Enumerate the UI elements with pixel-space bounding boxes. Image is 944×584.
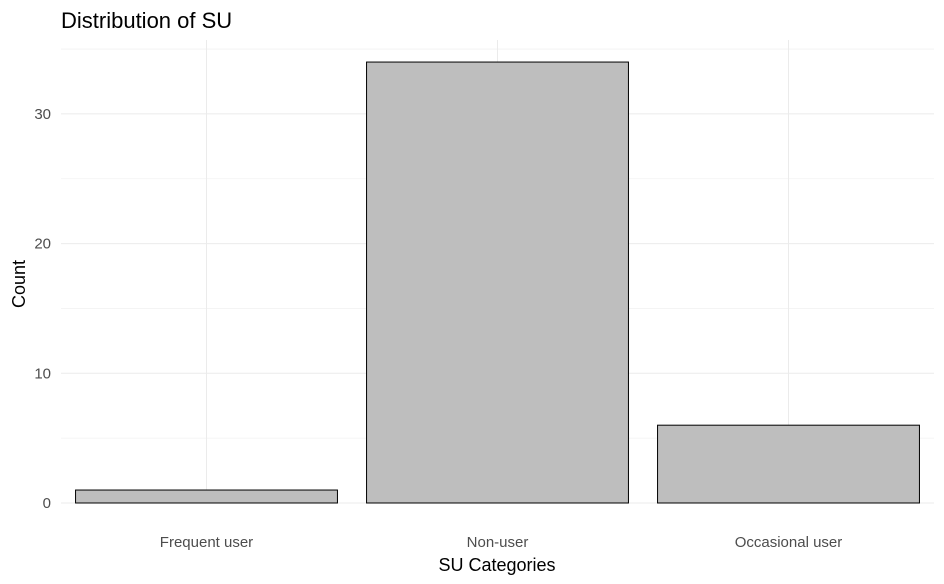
y-tick-label: 20 — [34, 236, 51, 253]
x-axis-ticks: Frequent user Non-user Occasional user — [160, 534, 842, 551]
y-axis-title: Count — [9, 260, 29, 308]
x-axis-title: SU Categories — [438, 555, 555, 575]
bars — [75, 61, 920, 504]
x-tick-label: Occasional user — [735, 534, 843, 551]
y-axis-ticks: 0 10 20 30 — [34, 106, 51, 512]
y-tick-label: 30 — [34, 106, 51, 123]
chart-title: Distribution of SU — [61, 8, 232, 33]
bar — [657, 424, 920, 504]
x-tick-label: Non-user — [467, 534, 529, 551]
y-tick-label: 10 — [34, 365, 51, 382]
bar — [366, 61, 629, 504]
y-tick-label: 0 — [43, 495, 51, 512]
x-tick-label: Frequent user — [160, 534, 253, 551]
bar — [75, 489, 338, 504]
